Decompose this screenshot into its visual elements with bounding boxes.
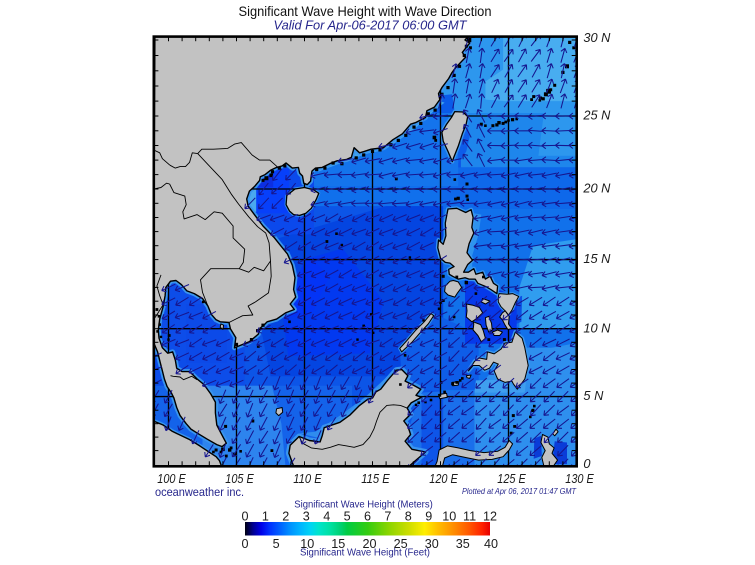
svg-text:20: 20 bbox=[362, 537, 376, 551]
svg-text:115 E: 115 E bbox=[361, 471, 390, 486]
svg-text:2: 2 bbox=[282, 509, 289, 523]
svg-text:Plotted at Apr 06, 2017 01:47: Plotted at Apr 06, 2017 01:47 GMT bbox=[462, 486, 577, 496]
svg-text:35: 35 bbox=[456, 537, 470, 551]
svg-text:Significant Wave Height (Feet): Significant Wave Height (Feet) bbox=[300, 548, 430, 559]
svg-text:1: 1 bbox=[262, 509, 269, 523]
svg-text:7: 7 bbox=[384, 509, 391, 523]
svg-text:Significant Wave Height with W: Significant Wave Height with Wave Direct… bbox=[239, 4, 492, 19]
svg-text:3: 3 bbox=[303, 509, 310, 523]
svg-text:15 N: 15 N bbox=[583, 251, 611, 266]
svg-text:6: 6 bbox=[364, 509, 371, 523]
svg-text:5 N: 5 N bbox=[583, 388, 604, 403]
svg-text:9: 9 bbox=[425, 509, 432, 523]
svg-text:100 E: 100 E bbox=[157, 471, 186, 486]
svg-text:10: 10 bbox=[300, 537, 314, 551]
svg-text:0: 0 bbox=[241, 509, 248, 523]
svg-text:5: 5 bbox=[344, 509, 351, 523]
svg-text:40: 40 bbox=[484, 537, 498, 551]
svg-text:120 E: 120 E bbox=[429, 471, 458, 486]
svg-text:10: 10 bbox=[442, 509, 456, 523]
svg-text:125 E: 125 E bbox=[497, 471, 526, 486]
svg-text:8: 8 bbox=[405, 509, 412, 523]
svg-text:110 E: 110 E bbox=[293, 471, 322, 486]
svg-text:12: 12 bbox=[483, 509, 497, 523]
svg-text:0: 0 bbox=[583, 456, 591, 471]
svg-text:30: 30 bbox=[425, 537, 439, 551]
svg-text:130 E: 130 E bbox=[565, 471, 594, 486]
svg-text:30 N: 30 N bbox=[583, 30, 611, 45]
svg-text:15: 15 bbox=[331, 537, 345, 551]
svg-text:Valid For Apr-06-2017 06:00 GM: Valid For Apr-06-2017 06:00 GMT bbox=[274, 18, 468, 33]
svg-text:oceanweather inc.: oceanweather inc. bbox=[155, 485, 244, 499]
svg-text:20 N: 20 N bbox=[582, 181, 611, 196]
svg-text:25 N: 25 N bbox=[582, 108, 611, 123]
svg-text:105 E: 105 E bbox=[225, 471, 254, 486]
svg-text:4: 4 bbox=[323, 509, 330, 523]
svg-text:11: 11 bbox=[463, 509, 476, 523]
svg-text:Significant Wave Height (Meter: Significant Wave Height (Meters) bbox=[294, 500, 433, 511]
svg-text:10 N: 10 N bbox=[583, 320, 611, 335]
svg-text:25: 25 bbox=[394, 537, 408, 551]
svg-text:0: 0 bbox=[241, 537, 248, 551]
svg-text:5: 5 bbox=[273, 537, 280, 551]
